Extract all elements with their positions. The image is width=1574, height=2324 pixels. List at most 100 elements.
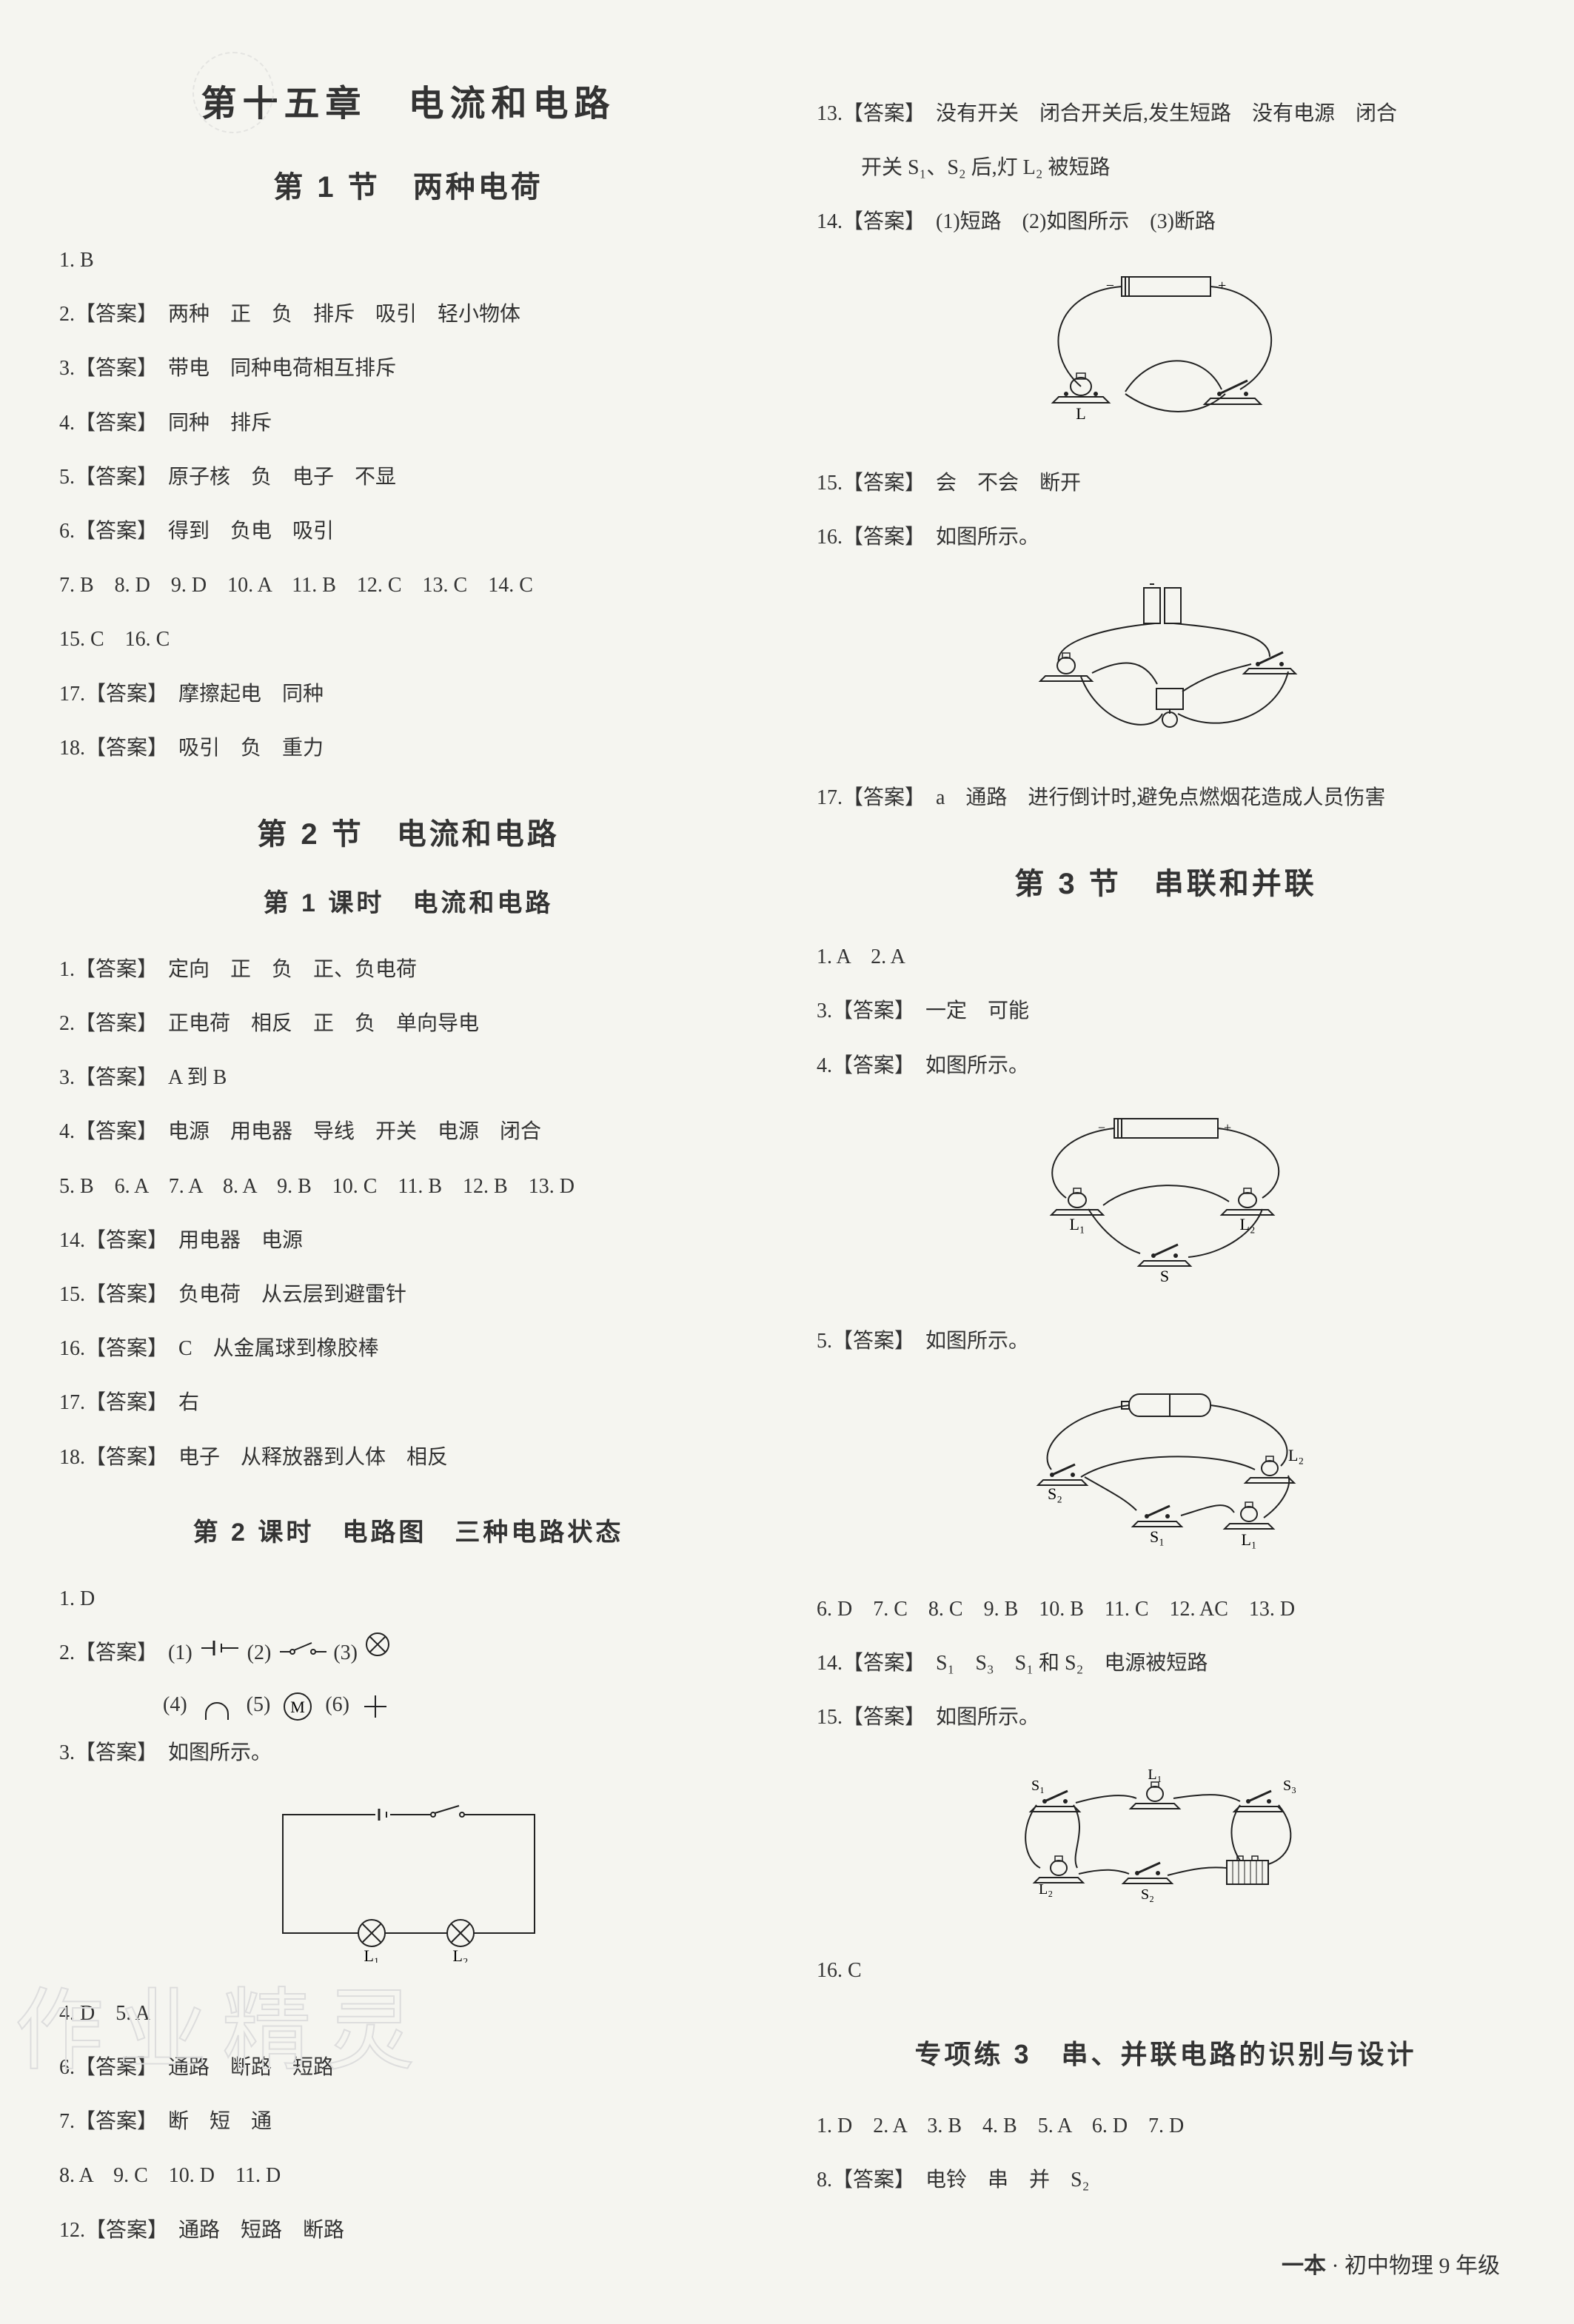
answer-line: 12.【答案】 通路 短路 断路 [59,2206,757,2255]
circuit-svg: + − L₁ L₂ [1003,1105,1329,1290]
svg-text:+: + [1218,278,1226,294]
answer-line: 16.【答案】 如图所示。 [817,512,1515,562]
circuit-diagram-q3: L₁ L₂ [59,1792,757,1966]
svg-text:S: S [1159,1267,1168,1285]
switch-symbol-icon [276,1637,328,1659]
answer-line: 4.【答案】 电源 用电器 导线 开关 电源 闭合 [59,1107,757,1156]
answer-line: 18.【答案】 电子 从释放器到人体 相反 [59,1433,757,1482]
right-column: 13.【答案】 没有开关 闭合开关后,发生短路 没有电源 闭合 开关 S₁、S₂… [817,44,1515,2260]
footer-text: 初中物理 9 年级 [1344,2254,1500,2278]
circuit-svg: L₁ L₂ [253,1792,564,1963]
answer-line: 4.【答案】 同种 排斥 [59,398,757,448]
label: (3) [333,1641,358,1664]
answer-line: 1. D 2. A 3. B 4. B 5. A 6. D 7. D [817,2101,1515,2151]
answer-line: 5.【答案】 原子核 负 电子 不显 [59,452,757,502]
svg-text:L₁: L₁ [364,1946,379,1963]
answer-line: 14.【答案】 S₁ S₃ S₁ 和 S₂ 电源被短路 [817,1638,1515,1688]
stamp-decoration [192,52,274,133]
svg-text:L: L [1076,404,1085,423]
answer-line: 17.【答案】 摩擦起电 同种 [59,669,757,719]
answer-line: 16. C [817,1946,1515,1995]
answer-line: 7. B 8. D 9. D 10. A 11. B 12. C 13. C 1… [59,560,757,610]
circuit-diagram-sec3-q4: + − L₁ L₂ [817,1105,1515,1294]
svg-text:L₂: L₂ [452,1946,468,1963]
answer-line: 1. A 2. A [817,932,1515,982]
battery-symbol-icon [198,1637,242,1659]
answer-line: 2.【答案】 正电荷 相反 正 负 单向导电 [59,999,757,1048]
answer-line: 15.【答案】 负电荷 从云层到避雷针 [59,1270,757,1319]
circuit-diagram-q16 [817,577,1515,751]
answer-line: 4.【答案】 如图所示。 [817,1041,1515,1091]
answer-line: 3.【答案】 带电 同种电荷相互排斥 [59,344,757,393]
crossing-symbol-icon [361,1692,390,1721]
circuit-diagram-sec3-q15: S₁ L₁ S₃ L₂ [817,1757,1515,1923]
svg-text:−: − [1097,1120,1105,1135]
answer-line: 8.【答案】 电铃 串 并 S₂ [817,2155,1515,2205]
section-3-title: 第 3 节 串联和并联 [817,860,1515,903]
answer-line: 5.【答案】 如图所示。 [817,1316,1515,1366]
subsection-title: 第 1 课时 电流和电路 [59,883,757,919]
answer-line: 13.【答案】 没有开关 闭合开关后,发生短路 没有电源 闭合 [817,89,1515,138]
answer-line: 18.【答案】 吸引 负 重力 [59,723,757,773]
circuit-svg [996,577,1336,747]
answer-line: 3.【答案】 A 到 B [59,1053,757,1102]
footer-sep: · [1332,2254,1339,2278]
symbol-answer-line-2: (4) (5) M (6) [59,1682,757,1728]
chapter-title: 第十五章 电流和电路 [59,74,757,126]
svg-text:L₂: L₂ [1239,1215,1255,1233]
section-2-title: 第 2 节 电流和电路 [59,810,757,853]
answer-line: 3.【答案】 如图所示。 [59,1728,757,1778]
answer-line: 6. D 7. C 8. C 9. B 10. B 11. C 12. AC 1… [817,1584,1515,1634]
answer-line: 15. C 16. C [59,615,757,664]
answer-line: 14.【答案】 用电器 电源 [59,1216,757,1265]
answer-line: 1.【答案】 定向 正 负 正、负电荷 [59,945,757,994]
answer-line: 3.【答案】 一定 可能 [817,986,1515,1036]
answer-line: 6.【答案】 得到 负电 吸引 [59,506,757,556]
answer-line: 2.【答案】 两种 正 负 排斥 吸引 轻小物体 [59,289,757,339]
svg-text:S₂: S₂ [1048,1484,1062,1503]
label: (5) [247,1693,271,1716]
answer-line: 17.【答案】 a 通路 进行倒计时,避免点燃烟花造成人员伤害 [817,773,1515,823]
circuit-diagram-sec3-q5: S₂ L₂ S₁ [817,1381,1515,1562]
label: (4) [163,1693,187,1716]
svg-text:L₁: L₁ [1148,1767,1162,1783]
svg-text:−: − [1105,278,1113,294]
special-section-title: 专项练 3 串、并联电路的识别与设计 [817,2033,1515,2072]
circuit-svg: S₂ L₂ S₁ [996,1381,1336,1558]
svg-text:S₁: S₁ [1031,1778,1045,1794]
circuit-svg: S₁ L₁ S₃ L₂ [988,1757,1344,1920]
answer-line: 1. D [59,1574,757,1624]
svg-text:S₂: S₂ [1140,1886,1153,1903]
answer-line: 8. A 9. C 10. D 11. D [59,2151,757,2200]
answer-line: 15.【答案】 会 不会 断开 [817,458,1515,508]
circuit-svg: − + L [1011,262,1322,432]
answer-line: 4. D 5. A [59,1989,757,2038]
label: (2) [247,1641,272,1664]
svg-text:M: M [291,1698,306,1716]
svg-text:L₁: L₁ [1069,1215,1085,1233]
subsection-title: 第 2 课时 电路图 三种电路状态 [59,1512,757,1548]
answer-line: 6.【答案】 通路 断路 短路 [59,2043,757,2092]
footer-brand: 一本 [1282,2254,1326,2278]
svg-text:S₃: S₃ [1283,1778,1296,1794]
lamp-symbol-icon [363,1630,392,1659]
page-content: 第十五章 电流和电路 第 1 节 两种电荷 1. B 2.【答案】 两种 正 负… [59,44,1515,2260]
label: (6) [325,1693,349,1716]
bell-symbol-icon [198,1692,235,1721]
motor-symbol-icon: M [281,1690,314,1723]
answer-line: 17.【答案】 右 [59,1378,757,1427]
svg-text:+: + [1224,1120,1231,1135]
svg-text:S₁: S₁ [1150,1527,1165,1546]
svg-text:L₁: L₁ [1241,1530,1256,1549]
answer-line: 14.【答案】 (1)短路 (2)如图所示 (3)断路 [817,197,1515,247]
svg-text:L₂: L₂ [1288,1446,1304,1464]
answer-line: 5. B 6. A 7. A 8. A 9. B 10. C 11. B 12.… [59,1162,757,1211]
answer-line: 16.【答案】 C 从金属球到橡胶棒 [59,1324,757,1373]
answer-line: 15.【答案】 如图所示。 [817,1692,1515,1742]
answer-line: 1. B [59,235,757,285]
svg-text:L₂: L₂ [1039,1881,1053,1898]
left-column: 第十五章 电流和电路 第 1 节 两种电荷 1. B 2.【答案】 两种 正 负… [59,44,757,2260]
answer-line: 7.【答案】 断 短 通 [59,2097,757,2146]
label: 2.【答案】 (1) [59,1641,192,1664]
circuit-diagram-q14: − + L [817,262,1515,436]
